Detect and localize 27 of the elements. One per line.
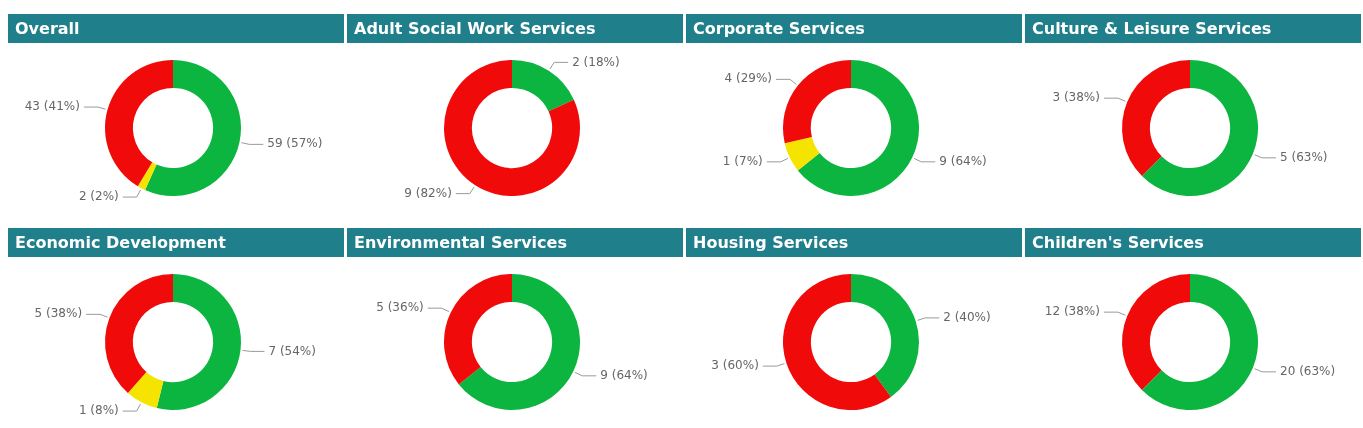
data-label: 1 (8%): [78, 403, 119, 418]
data-label: 3 (60%): [711, 358, 759, 373]
chart-title: Environmental Services: [347, 228, 683, 257]
data-label: 1 (7%): [722, 153, 763, 168]
chart-title: Overall: [8, 14, 344, 43]
chart-title: Corporate Services: [686, 14, 1022, 43]
chart-title: Adult Social Work Services: [347, 14, 683, 43]
data-label: 2 (18%): [572, 54, 620, 69]
data-label: 43 (41%): [24, 99, 80, 114]
data-label: 9 (64%): [600, 367, 648, 382]
data-label: 7 (54%): [268, 343, 316, 358]
data-label: 12 (38%): [1044, 304, 1100, 319]
chart-title: Children's Services: [1025, 228, 1361, 257]
data-label: 59 (57%): [267, 136, 323, 151]
data-label: 5 (63%): [1280, 149, 1328, 164]
chart-title: Culture & Leisure Services: [1025, 14, 1361, 43]
data-label: 3 (38%): [1052, 90, 1100, 105]
data-label: 20 (63%): [1280, 363, 1336, 378]
data-label: 4 (29%): [724, 71, 773, 86]
chart-title: Economic Development: [8, 228, 344, 257]
data-label: 2 (2%): [78, 189, 119, 204]
data-label: 5 (38%): [34, 306, 83, 321]
data-label: 2 (40%): [943, 310, 991, 325]
data-label: 5 (36%): [376, 300, 424, 315]
data-label: 9 (82%): [404, 185, 452, 200]
data-label: 9 (64%): [939, 153, 987, 168]
chart-title: Housing Services: [686, 228, 1022, 257]
